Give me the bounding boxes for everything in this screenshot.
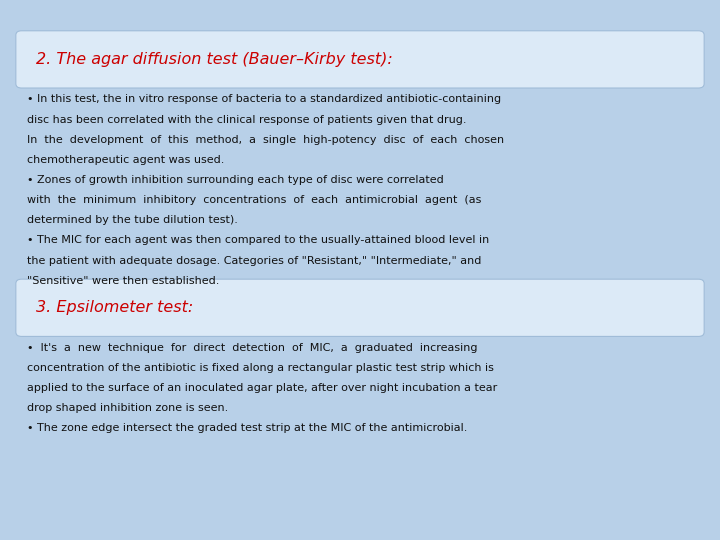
Text: 3. Epsilometer test:: 3. Epsilometer test: [36, 300, 193, 315]
Text: determined by the tube dilution test).: determined by the tube dilution test). [27, 215, 238, 225]
Text: 2. The agar diffusion test (Bauer–Kirby test):: 2. The agar diffusion test (Bauer–Kirby … [36, 52, 392, 67]
FancyBboxPatch shape [16, 279, 704, 336]
Text: applied to the surface of an inoculated agar plate, after over night incubation : applied to the surface of an inoculated … [27, 383, 498, 393]
Text: with  the  minimum  inhibitory  concentrations  of  each  antimicrobial  agent  : with the minimum inhibitory concentratio… [27, 195, 482, 205]
Text: chemotherapeutic agent was used.: chemotherapeutic agent was used. [27, 155, 225, 165]
Text: concentration of the antibiotic is fixed along a rectangular plastic test strip : concentration of the antibiotic is fixed… [27, 363, 494, 373]
FancyBboxPatch shape [16, 31, 704, 88]
Text: •  It's  a  new  technique  for  direct  detection  of  MIC,  a  graduated  incr: • It's a new technique for direct detect… [27, 343, 478, 353]
Text: "Sensitive" were then established.: "Sensitive" were then established. [27, 276, 220, 286]
Text: • In this test, the in vitro response of bacteria to a standardized antibiotic-c: • In this test, the in vitro response of… [27, 94, 502, 105]
Text: • The zone edge intersect the graded test strip at the MIC of the antimicrobial.: • The zone edge intersect the graded tes… [27, 423, 468, 434]
Text: • Zones of growth inhibition surrounding each type of disc were correlated: • Zones of growth inhibition surrounding… [27, 175, 444, 185]
Text: drop shaped inhibition zone is seen.: drop shaped inhibition zone is seen. [27, 403, 229, 413]
Text: In  the  development  of  this  method,  a  single  high-potency  disc  of  each: In the development of this method, a sin… [27, 135, 505, 145]
Text: disc has been correlated with the clinical response of patients given that drug.: disc has been correlated with the clinic… [27, 114, 467, 125]
Text: • The MIC for each agent was then compared to the usually-attained blood level i: • The MIC for each agent was then compar… [27, 235, 490, 246]
Text: the patient with adequate dosage. Categories of "Resistant," "Intermediate," and: the patient with adequate dosage. Catego… [27, 255, 482, 266]
